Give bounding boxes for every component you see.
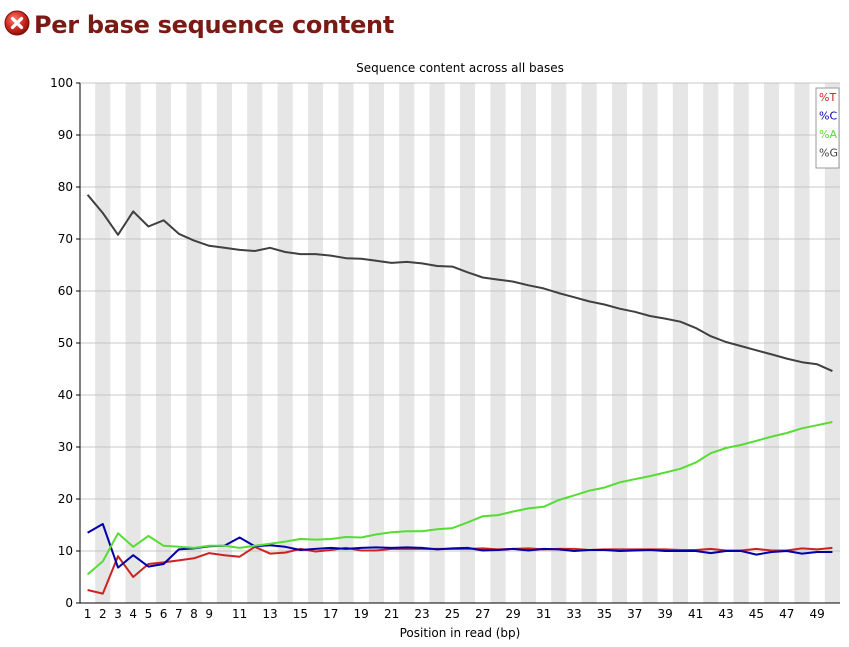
x-tick-label: 25 (445, 607, 460, 621)
chart-legend: %T %C %A %G (815, 87, 840, 169)
x-tick-label: 13 (262, 607, 277, 621)
x-tick-label: 31 (536, 607, 551, 621)
page-title: Per base sequence content (34, 11, 395, 39)
legend-box (815, 87, 840, 169)
x-tick-label: 2 (99, 607, 107, 621)
y-tick-label: 90 (58, 128, 73, 142)
x-tick-label: 11 (232, 607, 247, 621)
legend-entry: %C (819, 110, 837, 123)
x-tick-label: 6 (160, 607, 168, 621)
series-line-a (86, 421, 833, 576)
chart-title: Sequence content across all bases (356, 61, 564, 75)
y-tick-label: 20 (58, 492, 73, 506)
legend-entry: %G (819, 147, 838, 160)
x-tick-label: 1 (84, 607, 92, 621)
y-tick-label: 100 (50, 76, 73, 90)
x-tick-label: 5 (145, 607, 153, 621)
x-tick-label: 9 (205, 607, 213, 621)
y-tick-label: 80 (58, 180, 73, 194)
y-tick-label: 10 (58, 544, 73, 558)
x-tick-label: 37 (627, 607, 642, 621)
error-icon (4, 10, 30, 36)
x-tick-label: 43 (718, 607, 733, 621)
x-tick-label: 15 (293, 607, 308, 621)
x-tick-label: 3 (114, 607, 122, 621)
y-tick-label: 0 (65, 596, 73, 610)
x-tick-label: 17 (323, 607, 338, 621)
x-tick-label: 27 (475, 607, 490, 621)
series-line-g (86, 194, 833, 373)
x-tick-label: 19 (354, 607, 369, 621)
y-tick-label: 60 (58, 284, 73, 298)
y-tick-label: 70 (58, 232, 73, 246)
x-tick-label: 47 (779, 607, 794, 621)
x-tick-label: 35 (597, 607, 612, 621)
x-tick-label: 41 (688, 607, 703, 621)
y-axis-ticks: 0 10 20 30 40 50 60 70 80 90 100 (50, 76, 80, 610)
x-tick-label: 8 (190, 607, 198, 621)
legend-entry: %A (819, 128, 837, 141)
y-tick-label: 50 (58, 336, 73, 350)
x-axis-ticks: 1 2 3 4 5 6 7 8 9 11 13 15 17 19 21 23 25 27 29 31 33 35 37 39 4… (84, 607, 825, 621)
page-header: Per base sequence content (4, 8, 394, 42)
x-axis-label: Position in read (bp) (400, 626, 521, 640)
x-tick-label: 4 (129, 607, 137, 621)
x-tick-label: 45 (749, 607, 764, 621)
series-lines (86, 194, 833, 595)
x-tick-label: 7 (175, 607, 183, 621)
x-tick-label: 49 (810, 607, 825, 621)
x-tick-label: 39 (658, 607, 673, 621)
y-tick-label: 40 (58, 388, 73, 402)
y-tick-label: 30 (58, 440, 73, 454)
x-tick-label: 23 (414, 607, 429, 621)
x-tick-label: 21 (384, 607, 399, 621)
grid-bands (80, 83, 840, 603)
x-tick-label: 33 (566, 607, 581, 621)
x-tick-label: 29 (506, 607, 521, 621)
legend-entry: %T (819, 91, 836, 104)
